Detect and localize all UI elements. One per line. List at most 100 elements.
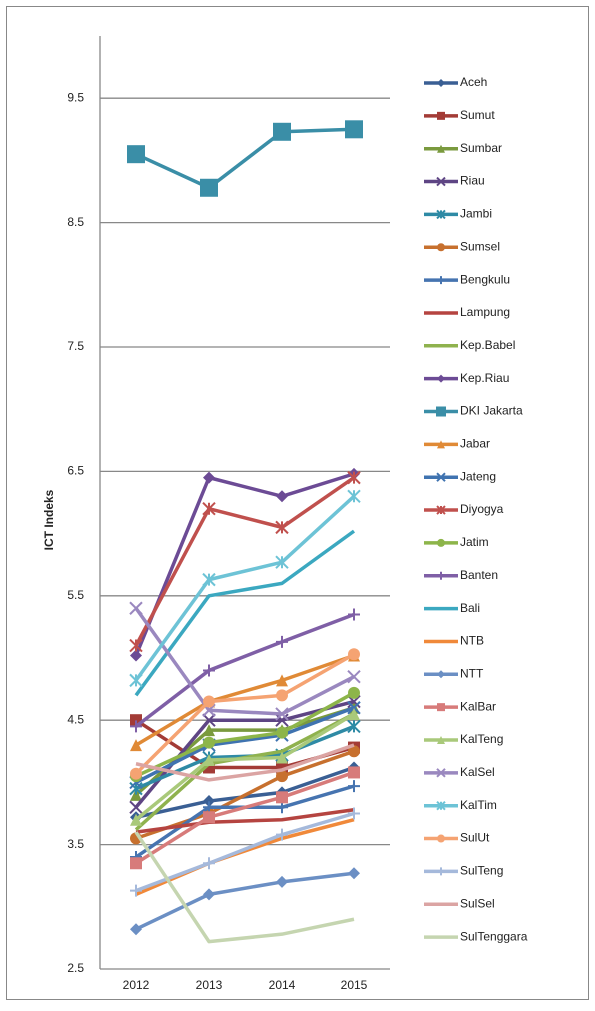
legend-label: Sumbar [460, 141, 502, 155]
marker [347, 719, 361, 734]
series-line [135, 808, 355, 834]
marker [129, 800, 143, 814]
marker [348, 780, 360, 793]
series-line [134, 476, 355, 647]
marker [437, 111, 445, 120]
series-line [134, 494, 356, 682]
marker [203, 811, 215, 824]
marker [129, 781, 143, 796]
marker [130, 923, 142, 936]
y-tick-label: 8.5 [67, 215, 84, 229]
legend-label: KalBar [460, 699, 496, 713]
x-tick-label: 2015 [341, 978, 368, 992]
series-line [135, 706, 355, 784]
series [130, 608, 360, 733]
y-tick-label: 2.5 [67, 961, 84, 975]
marker [203, 857, 215, 870]
marker [203, 795, 215, 808]
marker [437, 276, 445, 285]
legend-label: SulTeng [460, 864, 503, 878]
series [134, 529, 356, 697]
series-line [134, 652, 355, 775]
y-tick-label: 4.5 [67, 712, 84, 726]
series-line [135, 770, 355, 865]
marker [130, 649, 142, 662]
marker [436, 768, 446, 778]
series-line [134, 607, 355, 716]
legend-label: Jambi [460, 207, 492, 221]
marker [130, 813, 142, 826]
marker [276, 674, 288, 687]
legend-label: Banten [460, 568, 498, 582]
marker [276, 791, 288, 804]
marker [436, 406, 446, 417]
legend-label: DKI Jakarta [460, 404, 523, 418]
marker [436, 209, 446, 220]
marker [130, 767, 142, 780]
marker [437, 374, 445, 383]
marker [127, 145, 145, 164]
marker [275, 707, 289, 721]
marker [202, 572, 216, 587]
series [129, 601, 361, 721]
marker [130, 739, 142, 752]
series [127, 120, 363, 197]
series [129, 470, 361, 653]
marker [437, 670, 445, 679]
series-line [135, 811, 355, 893]
series-line [135, 743, 355, 782]
marker [437, 538, 445, 547]
marker [348, 686, 360, 699]
legend-label: Bengkulu [460, 272, 510, 286]
marker [437, 144, 445, 153]
y-axis-label: ICT Indeks [42, 489, 56, 550]
x-tick-label: 2014 [269, 978, 296, 992]
marker [437, 736, 445, 744]
legend-label: KalTeng [460, 732, 503, 746]
marker [203, 664, 215, 677]
legend-label: NTB [460, 634, 484, 648]
legend-label: Sumsel [460, 239, 500, 253]
y-tick-label: 5.5 [67, 588, 84, 602]
marker [437, 79, 445, 87]
marker [276, 689, 288, 702]
series-line [135, 691, 355, 778]
marker [129, 638, 143, 653]
marker [348, 608, 360, 621]
marker [348, 707, 360, 720]
legend-label: Kep.Babel [460, 338, 515, 352]
y-tick-label: 9.5 [67, 90, 84, 104]
marker [203, 724, 215, 737]
legend-label: Jateng [460, 469, 496, 483]
marker [202, 502, 216, 516]
marker [276, 751, 288, 764]
marker [276, 770, 288, 783]
legend-label: NTT [460, 666, 484, 680]
series [135, 743, 355, 782]
legend-label: Kep.Riau [460, 371, 509, 385]
marker [437, 834, 445, 843]
marker [276, 726, 288, 739]
marker [276, 490, 288, 503]
series [130, 707, 360, 826]
marker [437, 440, 445, 449]
marker [436, 505, 446, 515]
legend-label: Jabar [460, 437, 490, 451]
marker [347, 489, 361, 503]
y-tick-label: 6.5 [67, 464, 84, 478]
series-line [135, 653, 355, 747]
series-line [134, 472, 355, 657]
marker [129, 601, 143, 615]
legend-label: Jatim [460, 535, 489, 549]
marker [347, 470, 361, 485]
legend-label: Sumut [460, 108, 495, 122]
y-tick-label: 3.5 [67, 837, 84, 851]
marker [437, 571, 445, 580]
series-line [135, 127, 355, 190]
marker [129, 673, 143, 688]
marker [200, 178, 218, 197]
series [130, 648, 360, 780]
marker [348, 745, 360, 758]
marker [130, 720, 142, 733]
